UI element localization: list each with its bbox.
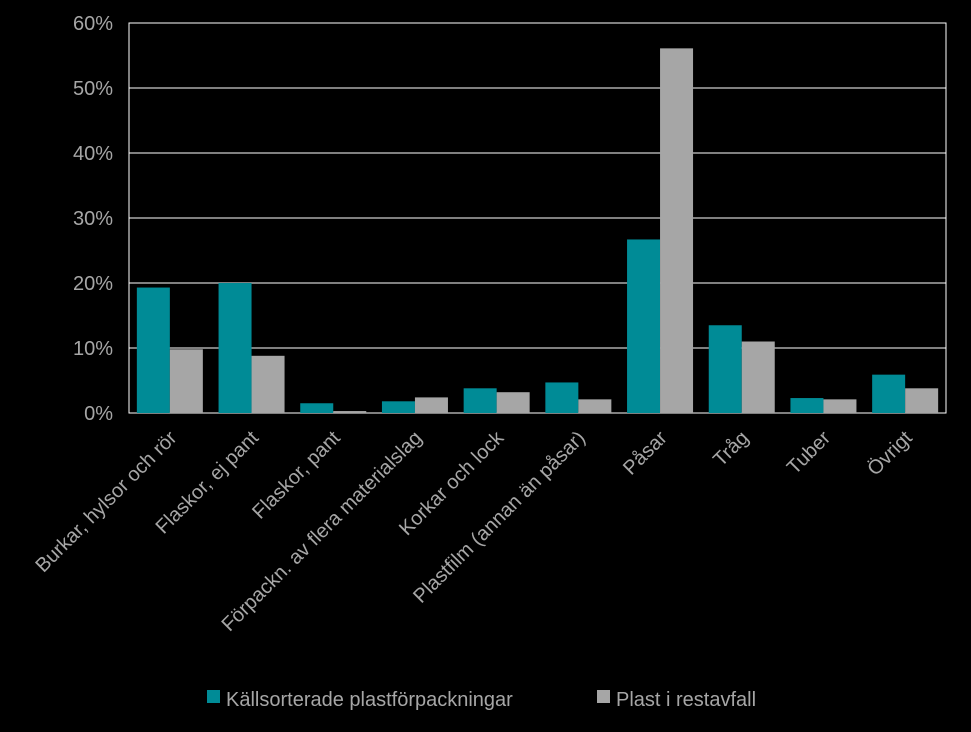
bar bbox=[741, 341, 775, 413]
bar bbox=[300, 403, 334, 413]
x-tick-label: Påsar bbox=[619, 427, 672, 480]
y-tick-label: 40% bbox=[73, 143, 113, 165]
x-tick-label: Tuber bbox=[783, 427, 835, 479]
bar bbox=[905, 388, 939, 413]
bar bbox=[578, 399, 612, 413]
y-tick-label: 20% bbox=[73, 273, 113, 295]
x-tick-label: Burkar, hylsor och rör bbox=[31, 427, 181, 577]
legend-swatch bbox=[597, 690, 610, 703]
bar bbox=[381, 401, 415, 413]
y-axis-ticks: 0% 10% 20% 30% 40% 50% 60% bbox=[73, 13, 113, 425]
bar bbox=[627, 239, 661, 413]
x-tick-label: Tråg bbox=[709, 427, 753, 471]
y-tick-label: 50% bbox=[73, 78, 113, 100]
legend-label: Källsorterade plastförpackningar bbox=[226, 689, 513, 711]
bar bbox=[136, 287, 170, 413]
bar bbox=[218, 283, 252, 413]
bar bbox=[496, 392, 530, 413]
y-tick-label: 10% bbox=[73, 338, 113, 360]
bar bbox=[169, 349, 203, 413]
y-tick-label: 0% bbox=[84, 403, 113, 425]
bar bbox=[660, 48, 694, 413]
legend: Källsorterade plastförpackningar Plast i … bbox=[207, 689, 756, 711]
bar bbox=[463, 388, 497, 413]
bar bbox=[414, 397, 448, 413]
bar bbox=[545, 382, 579, 413]
x-tick-label: Övrigt bbox=[863, 427, 917, 481]
bars bbox=[136, 48, 939, 413]
y-tick-label: 60% bbox=[73, 13, 113, 35]
bar bbox=[333, 411, 367, 413]
x-tick-label: Plastfilm (annan än påsar) bbox=[409, 427, 590, 608]
bar bbox=[790, 398, 824, 413]
bar bbox=[708, 325, 742, 413]
y-tick-label: 30% bbox=[73, 208, 113, 230]
legend-label: Plast i restavfall bbox=[616, 689, 756, 711]
legend-swatch bbox=[207, 690, 220, 703]
gridlines bbox=[129, 87, 946, 349]
bar bbox=[251, 355, 285, 413]
bar bbox=[872, 374, 906, 413]
bar bbox=[823, 399, 857, 413]
